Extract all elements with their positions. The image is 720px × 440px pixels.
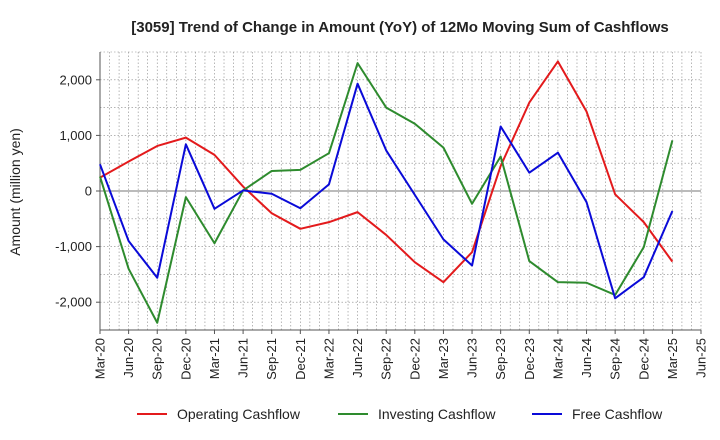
x-tick-label: Dec-24: [636, 338, 651, 380]
x-tick-label: Sep-20: [150, 338, 165, 380]
x-tick-label: Jun-24: [579, 338, 594, 378]
x-tick-label: Sep-23: [493, 338, 508, 380]
x-tick-label: Dec-22: [407, 338, 422, 380]
legend: Operating Cashflow Investing Cashflow Free…: [137, 406, 663, 422]
x-tick-label: Sep-22: [379, 338, 394, 380]
x-tick-label: Sep-21: [264, 338, 279, 380]
x-tick-label: Dec-20: [178, 338, 193, 380]
x-tick-label: Jun-20: [121, 338, 136, 378]
y-tick-label: 1,000: [59, 128, 92, 143]
x-tick-label: Jun-21: [236, 338, 251, 378]
x-tick-label: Jun-22: [350, 338, 365, 378]
y-axis-label: Amount (million yen): [7, 128, 23, 256]
y-tick-label: -1,000: [55, 239, 92, 254]
x-tick-label: Mar-24: [550, 338, 565, 379]
x-tick-label: Dec-23: [522, 338, 537, 380]
y-tick-label: 2,000: [59, 72, 92, 87]
legend-label: Investing Cashflow: [378, 406, 496, 422]
plot-area: -2,000 -1,000 0 1,000 2,000 Mar-20 Jun-20 Sep-2…: [55, 51, 709, 380]
x-tick-label: Jun-23: [465, 338, 480, 378]
x-tick-label: Mar-20: [93, 338, 108, 379]
legend-label: Free Cashflow: [572, 406, 663, 422]
series-line-free-cashflow: [99, 82, 674, 300]
x-tick-label: Mar-21: [207, 338, 222, 379]
x-tick-label: Sep-24: [608, 338, 623, 380]
chart-title: [3059] Trend of Change in Amount (YoY) o…: [131, 19, 669, 36]
series-line-investing-cashflow: [99, 62, 674, 324]
x-tick-label: Dec-21: [293, 338, 308, 380]
legend-label: Operating Cashflow: [177, 406, 301, 422]
y-tick-label: -2,000: [55, 295, 92, 310]
x-tick-label: Mar-25: [665, 338, 680, 379]
x-tick-label: Jun-25: [694, 338, 709, 378]
y-tick-label: 0: [85, 184, 92, 199]
x-tick-label: Mar-23: [436, 338, 451, 379]
x-tick-label: Mar-22: [321, 338, 336, 379]
series-line-operating-cashflow: [99, 60, 674, 284]
